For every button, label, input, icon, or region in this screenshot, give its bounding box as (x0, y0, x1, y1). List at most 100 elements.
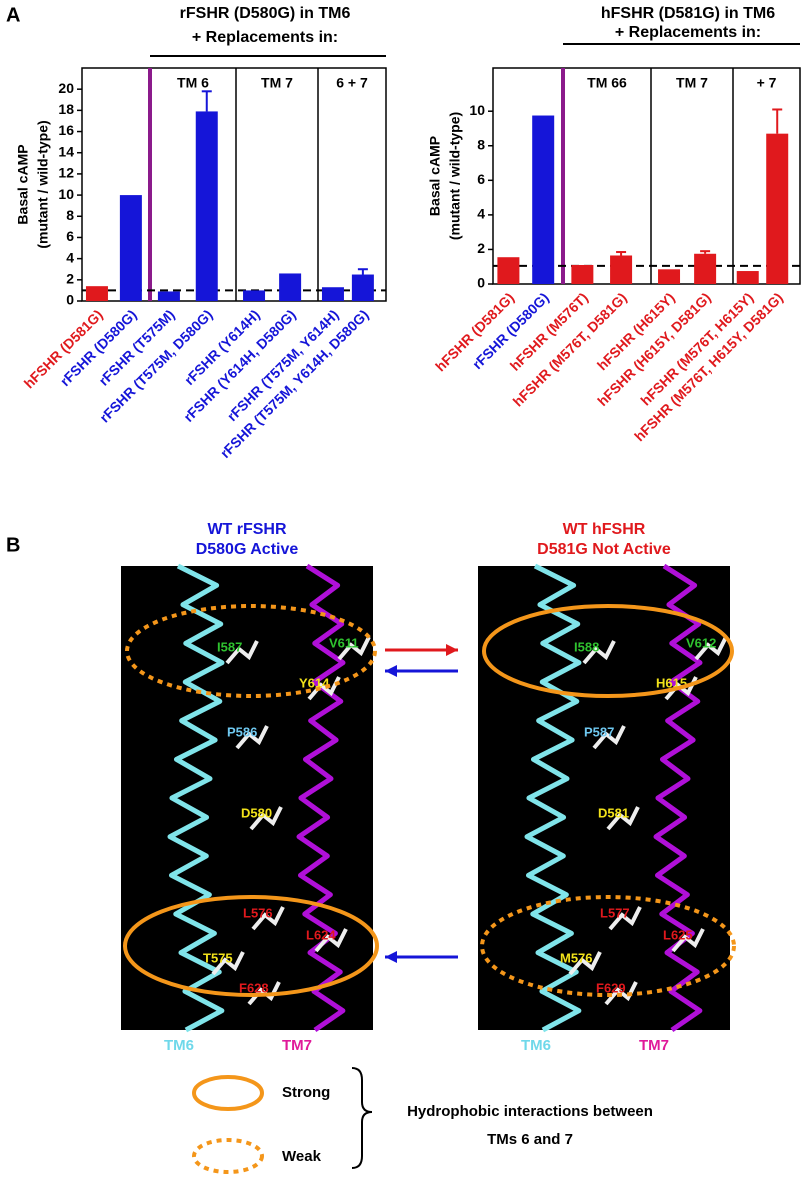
helix-label: TM6 (521, 1037, 551, 1054)
y-axis-label: (mutant / wild-type) (35, 120, 51, 248)
y-tick-label: 16 (58, 122, 74, 138)
legend-description: Hydrophobic interactions between (407, 1103, 653, 1120)
interaction-ellipse (482, 604, 734, 698)
section-label: + 7 (757, 75, 777, 91)
bar (119, 195, 142, 301)
residue-label: T575 (203, 950, 233, 965)
bar (243, 290, 266, 301)
y-axis-label: Basal cAMP (427, 136, 443, 216)
plot-frame (81, 67, 387, 302)
residue-label: I588 (574, 639, 599, 654)
section-label: TM 6 (177, 75, 209, 91)
helix-label: TM7 (639, 1037, 669, 1054)
y-axis-label: Basal cAMP (15, 144, 31, 224)
side-chain (608, 906, 642, 931)
chart-title: rFSHR (D580G) in TM6 (180, 5, 351, 22)
y-tick-label: 12 (58, 165, 74, 181)
structure-image (478, 566, 730, 1030)
error-bar (201, 90, 212, 112)
structure-subtitle: D581G Not Active (537, 541, 671, 558)
side-chain (225, 640, 259, 665)
side-chain (337, 636, 371, 661)
bar (532, 115, 555, 285)
structure-image (121, 566, 373, 1030)
side-chain (251, 906, 285, 931)
residue-label: F629 (596, 980, 626, 995)
interaction-ellipse (123, 895, 379, 997)
y-tick-label: 4 (66, 249, 74, 265)
side-chain (606, 806, 640, 831)
side-chain (314, 928, 348, 953)
residue-label: F628 (239, 980, 269, 995)
side-chain (604, 981, 638, 1006)
error-bar (772, 108, 783, 134)
residue-label: M576 (560, 950, 593, 965)
side-chain (694, 636, 728, 661)
bar (195, 111, 218, 301)
arrow-head (385, 951, 397, 963)
section-label: TM 7 (261, 75, 293, 91)
helix-trace (296, 563, 346, 1033)
residue-label: P587 (584, 724, 614, 739)
residue-label: Y614 (299, 675, 330, 690)
bar (766, 133, 789, 284)
y-tick-label: 10 (58, 186, 74, 202)
bar (497, 257, 520, 284)
helix-trace (524, 563, 582, 1033)
residue-label: V612 (686, 635, 716, 650)
legend-brace (351, 1067, 373, 1169)
side-chain (211, 951, 245, 976)
structure-subtitle: D580G Active (196, 541, 299, 558)
legend-label: Weak (282, 1148, 322, 1165)
helix-trace (167, 563, 225, 1033)
residue-label: L576 (243, 905, 273, 920)
error-bar (357, 268, 368, 275)
residue-label: L625 (663, 927, 693, 942)
side-chain (582, 640, 616, 665)
legend-swatch (192, 1075, 264, 1111)
y-tick-label: 8 (477, 136, 485, 152)
helix-label: TM7 (282, 1037, 312, 1054)
residue-label: D581 (598, 805, 629, 820)
legend-description: TMs 6 and 7 (487, 1131, 573, 1148)
residue-label: I587 (217, 639, 242, 654)
side-chain (235, 725, 269, 750)
bar (321, 287, 344, 301)
residue-label: V611 (329, 635, 359, 650)
bar (736, 271, 759, 284)
y-tick-label: 14 (58, 143, 74, 159)
structure-title: WT hFSHR (563, 521, 646, 538)
y-tick-label: 6 (66, 228, 74, 244)
bar (351, 274, 374, 301)
y-tick-label: 10 (469, 102, 485, 118)
bar (157, 291, 180, 301)
bar (610, 255, 633, 284)
error-bar (700, 250, 711, 254)
y-tick-label: 0 (477, 275, 485, 291)
side-chain (307, 676, 341, 701)
bar (85, 286, 108, 301)
side-chain (671, 928, 705, 953)
y-tick-label: 6 (477, 171, 485, 187)
arrow-head (385, 665, 397, 677)
y-axis-label: (mutant / wild-type) (447, 112, 463, 240)
bar (571, 264, 594, 284)
residue-label: L577 (600, 905, 630, 920)
side-chain (249, 806, 283, 831)
y-tick-label: 0 (66, 292, 74, 308)
y-tick-label: 18 (58, 101, 74, 117)
helix-label: TM6 (164, 1037, 194, 1054)
chart-title: hFSHR (D581G) in TM6 (601, 5, 775, 22)
section-label: TM 66 (587, 75, 627, 91)
chart-subtitle: + Replacements in: (615, 24, 761, 41)
interaction-ellipse (125, 604, 377, 698)
residue-label: D580 (241, 805, 272, 820)
legend-label: Strong (282, 1084, 330, 1101)
panel-label: A (6, 4, 20, 26)
y-tick-label: 20 (58, 80, 74, 96)
y-tick-label: 8 (66, 207, 74, 223)
residue-label: L624 (306, 927, 336, 942)
chart-subtitle: + Replacements in: (192, 29, 338, 46)
